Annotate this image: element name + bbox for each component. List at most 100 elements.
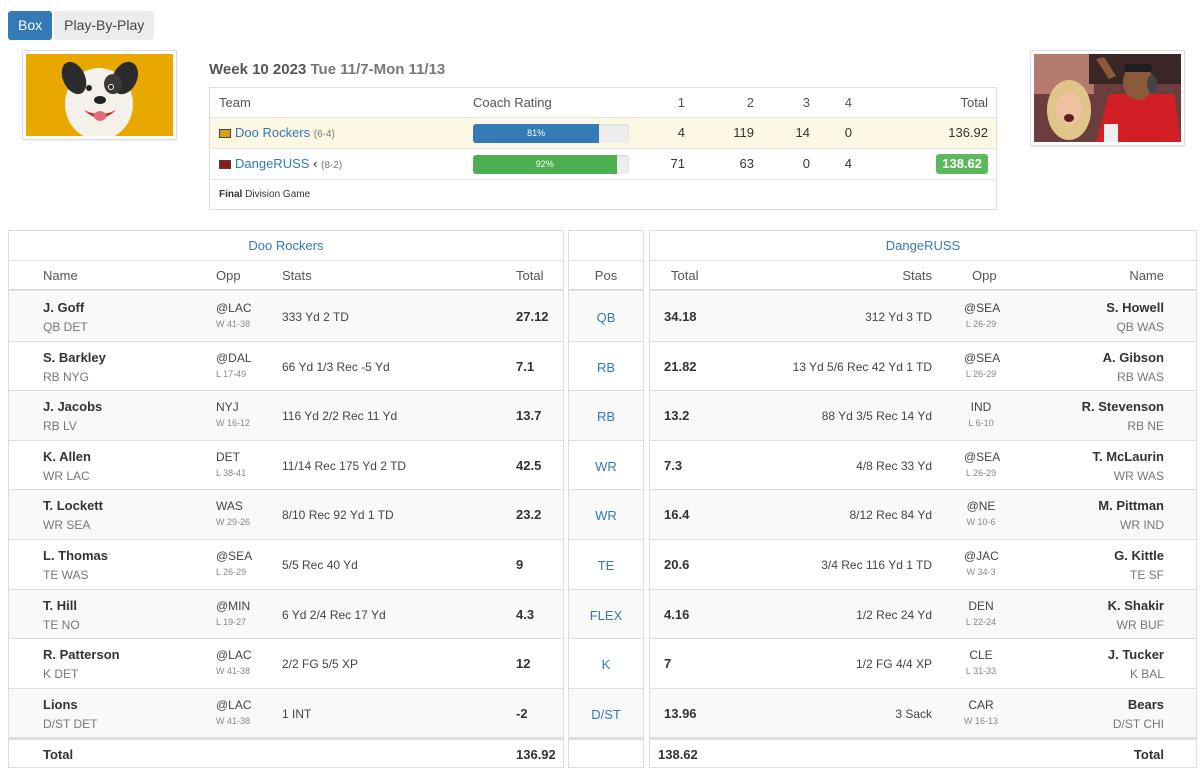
roster-title-home[interactable]: Doo Rockers (9, 231, 563, 261)
score-q4: 0 (844, 125, 852, 140)
team-avatar-right (1030, 50, 1185, 146)
game-result: L 26-29 (965, 467, 997, 478)
table-row: 16.4 8/12 Rec 84 Yd @NE W 10-6 M. Pittman WR … (650, 490, 1196, 540)
player-team-pos: WR IND (1120, 518, 1164, 533)
player-stats: 2/2 FG 5/5 XP (282, 657, 359, 672)
col-coach-rating: Coach Rating (473, 95, 552, 110)
player-stats: 13 Yd 5/6 Rec 42 Yd 1 TD (792, 359, 932, 374)
table-row: 13.96 3 Sack CAR W 16-13 Bears D/ST CHI (650, 688, 1196, 739)
score-total: 136.92 (948, 125, 988, 140)
player-name[interactable]: Bears (1127, 696, 1164, 712)
player-points: 7 (664, 656, 672, 672)
player-name[interactable]: G. Kittle (1114, 547, 1164, 563)
player-team-pos: TE WAS (43, 567, 89, 582)
player-points: 21.82 (664, 358, 697, 374)
player-points: 23.2 (516, 507, 542, 523)
player-name[interactable]: K. Shakir (1107, 597, 1164, 613)
position-label[interactable]: FLEX (589, 607, 623, 623)
player-team-pos: WR SEA (43, 518, 91, 533)
game-result: L 19-27 (216, 616, 247, 627)
player-stats: 88 Yd 3/5 Rec 14 Yd (821, 409, 932, 424)
game-result: L 26-29 (216, 566, 247, 577)
player-name[interactable]: L. Thomas (43, 547, 109, 563)
roster-title-away[interactable]: DangeRUSS (650, 231, 1196, 261)
player-points: 4.3 (516, 606, 535, 622)
player-stats: 11/14 Rec 175 Yd 2 TD (282, 458, 407, 473)
position-label[interactable]: K (601, 657, 611, 673)
player-name[interactable]: T. Lockett (43, 498, 103, 514)
team-link-home[interactable]: Doo Rockers (235, 125, 311, 140)
player-name[interactable]: R. Patterson (43, 647, 120, 663)
player-opponent: IND (970, 400, 992, 415)
tab-box[interactable]: Box (8, 11, 53, 40)
table-row: RB (569, 391, 643, 441)
player-opponent: CAR (968, 697, 994, 712)
player-opponent: @SEA (964, 301, 1001, 315)
player-name[interactable]: Lions (43, 696, 78, 712)
position-label[interactable]: RB (596, 409, 616, 425)
player-name[interactable]: J. Goff (43, 300, 85, 315)
game-result: W 41-38 (216, 666, 251, 677)
team-cell-home: Doo Rockers (6-4) (219, 118, 335, 150)
player-points: -2 (516, 705, 528, 721)
score-q2: 63 (739, 156, 754, 171)
player-points: 4.16 (664, 606, 690, 622)
player-stats: 116 Yd 2/2 Rec 11 Yd (282, 409, 398, 424)
game-result: W 16-13 (963, 715, 998, 726)
player-team-pos: WR BUF (1116, 617, 1164, 632)
table-row: J. Jacobs RB LV NYJ W 16-12 116 Yd 2/2 Rec 1… (9, 391, 563, 441)
player-team-pos: QB DET (43, 320, 88, 334)
game-result: W 29-26 (216, 517, 251, 528)
player-stats: 5/5 Rec 40 Yd (282, 557, 358, 572)
position-label[interactable]: RB (596, 359, 616, 375)
coach-rating-fill: 81% (473, 124, 600, 143)
player-name[interactable]: S. Barkley (43, 349, 106, 365)
tab-play-by-play[interactable]: Play-By-Play (54, 11, 155, 40)
game-note: Division Game (245, 189, 311, 200)
player-name[interactable]: T. McLaurin (1092, 448, 1164, 464)
table-row: WR (569, 490, 643, 540)
game-result: L 26-29 (965, 368, 997, 379)
player-name[interactable]: T. Hill (43, 597, 77, 613)
player-name[interactable]: M. Pittman (1098, 498, 1164, 514)
col-q2: 2 (746, 95, 754, 110)
player-points: 16.4 (664, 507, 690, 523)
player-name[interactable]: S. Howell (1106, 300, 1164, 315)
score-q1: 71 (670, 156, 685, 171)
player-name[interactable]: K. Allen (43, 448, 91, 464)
roster-total-away: 138.62 Total (650, 738, 1196, 768)
week-dates: Tue 11/7-Mon 11/13 (310, 61, 446, 78)
player-opponent: @LAC (216, 648, 252, 663)
coach-rating-bar-home: 81% (473, 124, 629, 143)
player-points: 13.7 (516, 408, 542, 424)
roster-rows-home: J. Goff QB DET @LAC W 41-38 333 Yd 2 TD 27.12… (9, 292, 563, 739)
position-label[interactable]: QB (596, 310, 616, 325)
player-stats: 1/2 FG 4/4 XP (855, 657, 932, 672)
table-row: K (569, 639, 643, 689)
player-name[interactable]: J. Tucker (1107, 647, 1164, 663)
player-name[interactable]: R. Stevenson (1081, 399, 1164, 415)
table-row: WR (569, 441, 643, 491)
position-label[interactable]: WR (595, 508, 617, 524)
position-label[interactable]: WR (595, 458, 617, 474)
total-value: 138.62 (658, 747, 698, 762)
player-opponent: @DAL (216, 350, 252, 365)
roster-rows-away: 34.18 312 Yd 3 TD @SEA L 26-29 S. Howell QB W… (650, 292, 1196, 739)
position-label[interactable]: D/ST (591, 706, 621, 722)
table-row: QB (569, 292, 643, 342)
player-team-pos: QB WAS (1116, 320, 1164, 334)
team-cell-away: DangeRUSS ‹ (8-2) (219, 149, 342, 181)
player-name[interactable]: J. Jacobs (43, 399, 103, 415)
player-stats: 3/4 Rec 116 Yd 1 TD (821, 557, 932, 572)
table-row: R. Patterson K DET @LAC W 41-38 2/2 FG 5/5 X… (9, 639, 563, 689)
coach-rating-bar-away: 92% (473, 155, 629, 174)
view-tabs: Box Play-By-Play (8, 11, 155, 40)
player-stats: 1/2 Rec 24 Yd (856, 607, 932, 622)
game-result: L 26-29 (965, 319, 997, 329)
team-link-away[interactable]: DangeRUSS (235, 156, 310, 171)
position-label[interactable]: TE (597, 557, 615, 573)
player-name[interactable]: A. Gibson (1102, 349, 1164, 365)
game-result: W 10-6 (966, 517, 996, 528)
table-row: FLEX (569, 589, 643, 640)
player-stats: 312 Yd 3 TD (865, 310, 932, 324)
